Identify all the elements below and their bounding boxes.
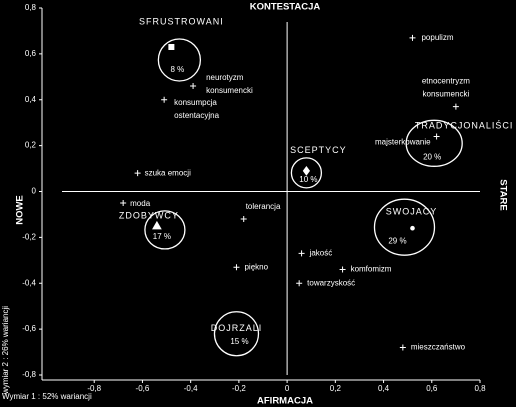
point-label: populizm: [421, 33, 453, 42]
y-tick-label: 0: [32, 187, 37, 196]
segment-share: 17 %: [153, 232, 171, 241]
segment-circle: [290, 157, 323, 189]
point-label: ostentacyjna: [174, 111, 219, 120]
top-title: KONTESTACJA: [250, 2, 321, 13]
segment-circle: [213, 311, 260, 357]
y-tick-label: 0,8: [25, 3, 37, 12]
segment-label: SCEPTYCY: [290, 145, 347, 155]
segment-share: 29 %: [388, 236, 406, 245]
point-label: jakość: [309, 249, 333, 258]
y-tick-label: 0,6: [25, 49, 37, 58]
x-tick-label: -0,8: [87, 384, 101, 393]
point-label: piękno: [244, 262, 268, 271]
y-tick-label: -0,6: [22, 324, 36, 333]
point-label: etnocentryzm: [422, 77, 470, 86]
point-label: komfomizm: [351, 265, 392, 274]
segment-marker: [152, 220, 162, 230]
data-point: [399, 344, 406, 351]
segment-label: DOJRZALI: [211, 323, 263, 333]
x-tick-label: 0,6: [426, 384, 438, 393]
y-tick-label: -0,4: [22, 278, 36, 287]
segment-circle: [144, 210, 186, 250]
x-tick-label: 0,4: [378, 384, 390, 393]
right-title: STARE: [497, 179, 508, 211]
segment-circle: [157, 38, 202, 82]
data-point: [409, 34, 416, 41]
segment-marker: [168, 43, 175, 50]
segment-label: SFRUSTROWANI: [139, 16, 224, 26]
point-label: konsumencki: [423, 90, 470, 99]
data-point: [433, 133, 440, 140]
segment-label: ZDOBYWCY: [119, 210, 179, 220]
data-point: [298, 250, 305, 257]
data-point: [233, 264, 240, 271]
segment-marker: [410, 225, 415, 231]
point-label: majsterkowanie: [375, 138, 431, 147]
segment-share: 15 %: [230, 337, 248, 346]
point-label: neurotyzm: [206, 73, 244, 82]
segment-marker: [302, 166, 311, 176]
segment-share: 8 %: [170, 65, 184, 74]
data-point: [134, 170, 141, 177]
x-tick-label: -0,6: [136, 384, 150, 393]
segment-circle: [373, 198, 436, 256]
point-label: moda: [130, 199, 151, 208]
x-axis-label: Wymiar 1 : 52% wariancji: [2, 392, 92, 401]
data-point: [452, 103, 459, 110]
data-point: [240, 216, 247, 223]
x-tick-label: 0,2: [330, 384, 342, 393]
data-point: [296, 280, 303, 287]
segment-circle: [405, 119, 463, 167]
y-axis-label: wymiar 2 : 26% wariancji: [1, 306, 10, 395]
data-point: [120, 199, 127, 206]
segment-share: 20 %: [423, 152, 441, 161]
segment-label: SWOJACY: [386, 207, 438, 217]
x-tick-label: 0: [285, 384, 290, 393]
x-tick-label: 0,8: [474, 384, 486, 393]
segment-label: TRADYCJONALIŚCI: [415, 120, 514, 131]
data-point: [339, 266, 346, 273]
bottom-title: AFIRMACJA: [257, 396, 313, 407]
point-label: konsumpcja: [174, 98, 217, 107]
y-tick-label: 0,2: [25, 141, 37, 150]
point-label: mieszczaństwo: [411, 343, 466, 352]
y-tick-label: 0,4: [25, 95, 37, 104]
data-point: [190, 82, 197, 89]
y-tick-label: -0,8: [22, 370, 36, 379]
x-tick-label: -0,2: [232, 384, 246, 393]
data-point: [161, 96, 168, 103]
point-label: tolerancja: [246, 202, 281, 211]
point-label: konsumencki: [206, 86, 253, 95]
point-label: szuka emocji: [145, 168, 191, 177]
x-tick-label: -0,4: [184, 384, 198, 393]
y-tick-label: -0,2: [22, 232, 36, 241]
segment-share: 10 %: [299, 175, 317, 184]
left-title: NOWE: [15, 195, 26, 225]
point-label: towarzyskość: [307, 278, 355, 287]
